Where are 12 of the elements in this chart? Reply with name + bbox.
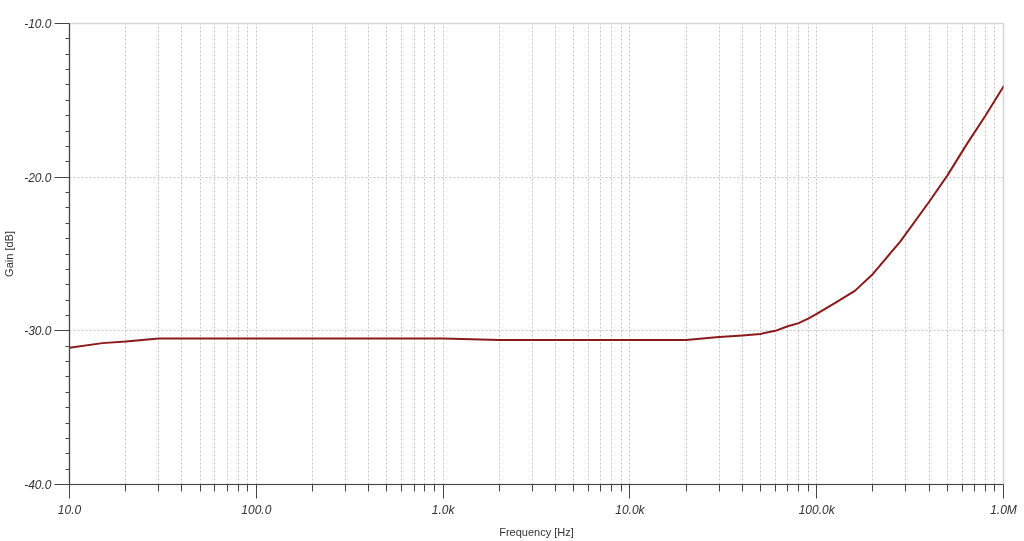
y-tick-label: -30.0	[24, 324, 52, 339]
x-tick-label: 100.0	[241, 502, 272, 517]
x-tick-label: 10.0	[57, 502, 82, 517]
x-axis-title: Frequency [Hz]	[499, 525, 574, 538]
y-axis-title: Gain [dB]	[3, 231, 16, 277]
y-tick-label: -10.0	[24, 17, 52, 31]
y-tick-label: -40.0	[24, 478, 52, 492]
y-tick-label: -20.0	[24, 170, 52, 185]
x-tick-label: 1.0M	[990, 502, 1017, 517]
x-tick-label: 100.0k	[798, 502, 836, 517]
x-tick-label: 1.0k	[431, 502, 456, 517]
x-tick-label: 10.0k	[615, 502, 646, 517]
